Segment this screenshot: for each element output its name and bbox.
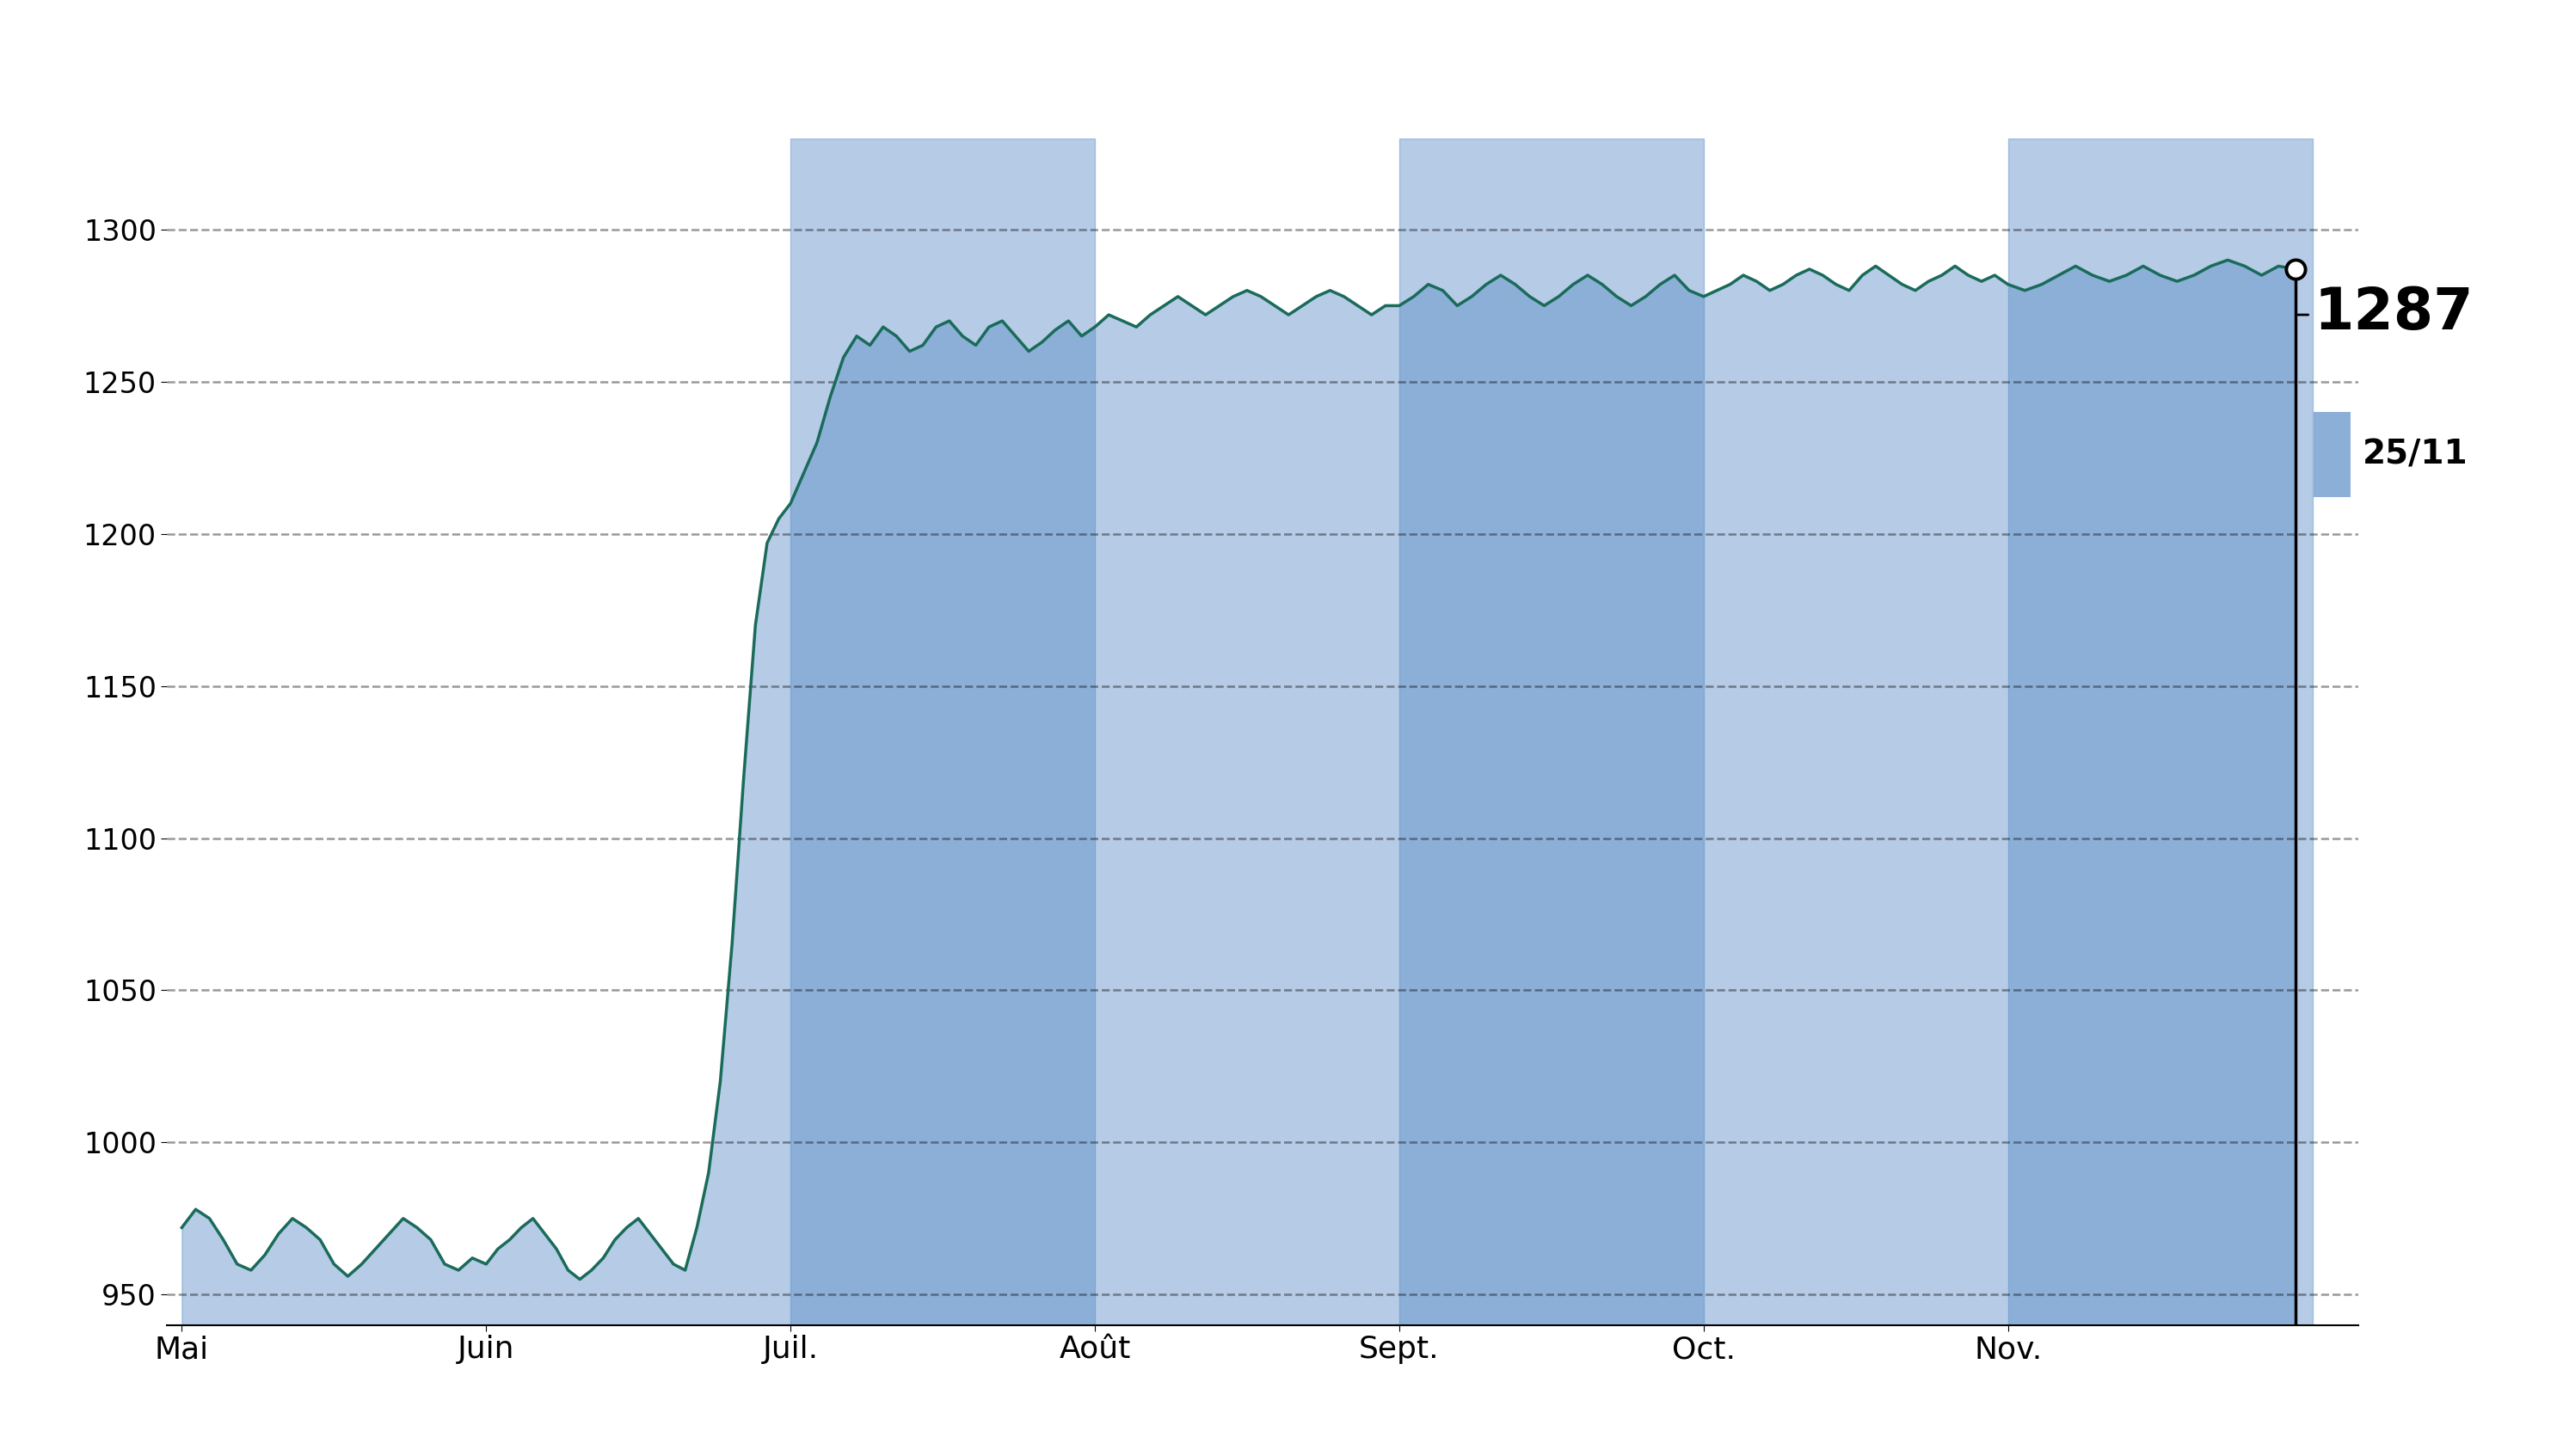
Text: Britvic PLC: Britvic PLC bbox=[1076, 32, 1487, 98]
Text: 25/11: 25/11 bbox=[2363, 438, 2468, 472]
Text: 1287: 1287 bbox=[2314, 284, 2473, 341]
Bar bbox=[2314, 412, 2350, 498]
Bar bbox=[1399, 138, 1704, 1325]
Bar bbox=[789, 138, 1094, 1325]
Bar bbox=[2007, 138, 2312, 1325]
